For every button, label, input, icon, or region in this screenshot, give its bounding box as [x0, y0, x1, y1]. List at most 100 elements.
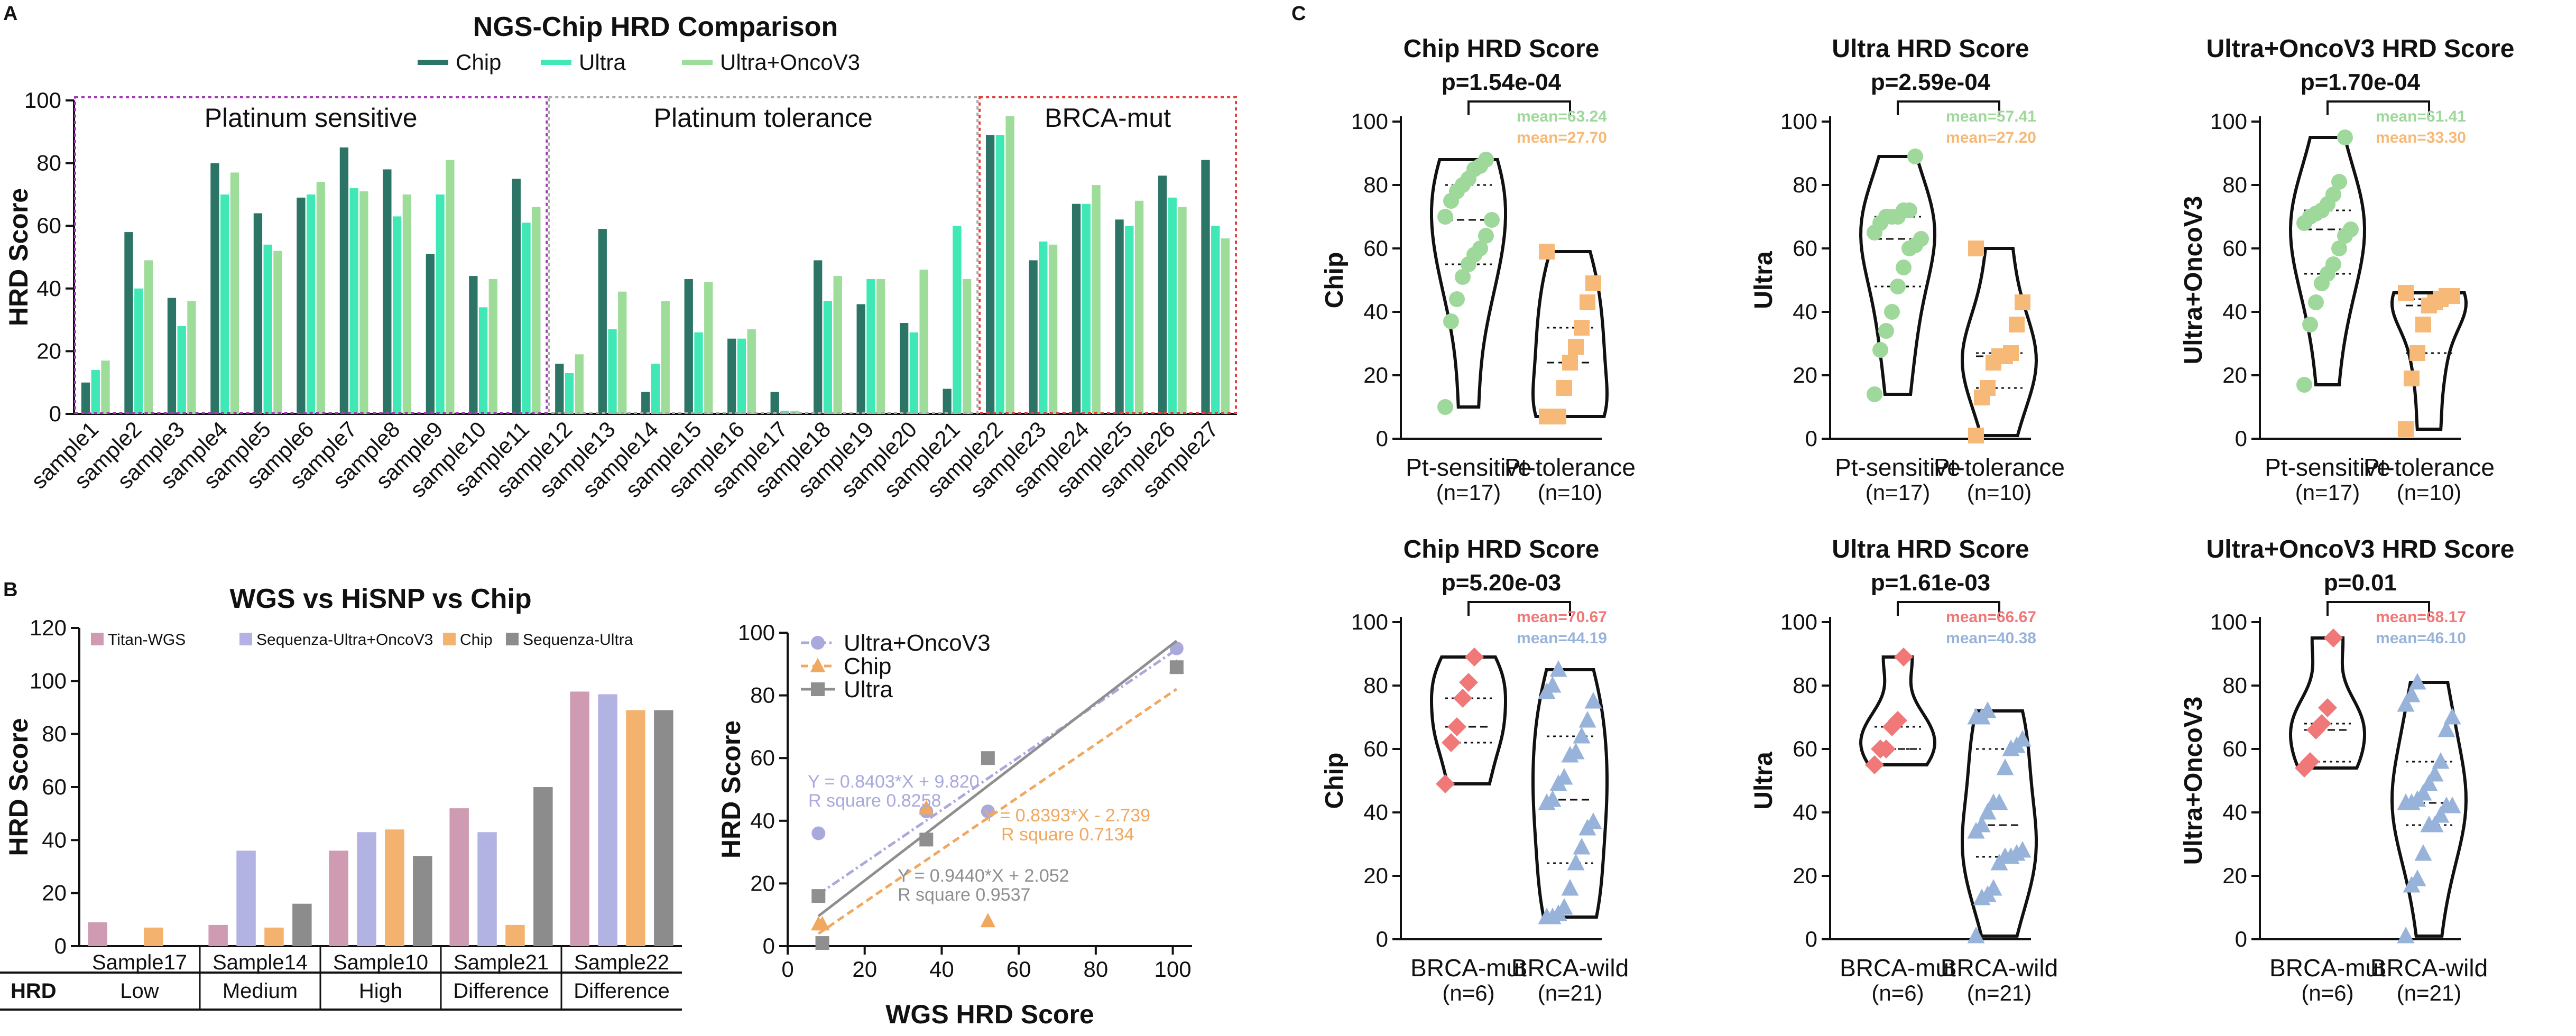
- violin-point: [1888, 711, 1907, 730]
- group-mean-label: mean=27.70: [1517, 129, 1607, 146]
- group-box-a: [74, 96, 548, 414]
- violin-point: [1556, 380, 1572, 396]
- violin-point: [1584, 692, 1602, 709]
- y-tick-label-a: 100: [24, 88, 61, 113]
- violin-point: [1980, 380, 1996, 396]
- legend-marker-s: [810, 658, 826, 672]
- bar-a: [349, 188, 358, 414]
- bar-a: [177, 326, 186, 414]
- violin-y-tick-label: 60: [1793, 736, 1817, 761]
- hrd-class-label: Low: [120, 979, 159, 1003]
- violin-category-label: BRCA-wild: [1941, 954, 2058, 982]
- violin-point: [2331, 174, 2347, 190]
- violin-y-tick-label: 60: [2222, 236, 2247, 261]
- bar-a: [651, 364, 660, 414]
- violin-point: [1453, 689, 1472, 708]
- violin-point: [1449, 291, 1465, 307]
- y-tick-label-s: 100: [738, 620, 775, 645]
- violin-y-tick-label: 100: [2210, 609, 2247, 634]
- violin-title: Ultra+OncoV3 HRD Score: [2206, 35, 2515, 63]
- y-tick-label-s: 60: [750, 745, 775, 770]
- y-tick-label-s: 0: [763, 933, 775, 958]
- violin-count-label: (n=21): [2397, 980, 2462, 1005]
- bar-a: [1211, 226, 1220, 414]
- violin-point: [1568, 339, 1584, 355]
- bar-a: [392, 216, 402, 414]
- legend-label-a: Ultra: [579, 50, 626, 75]
- violin-point: [2420, 774, 2438, 791]
- x-tick-label-b: Sample21: [454, 951, 549, 974]
- violin-y-label: Ultra: [1750, 251, 1778, 309]
- significance-bracket: [1467, 100, 1571, 115]
- legend-label-s: Ultra+OncoV3: [844, 630, 991, 656]
- bar-a: [770, 392, 779, 414]
- violin-point: [1996, 758, 2014, 775]
- significance-bracket: [2326, 100, 2430, 115]
- data-point-s: [980, 912, 996, 928]
- violin-point: [1968, 240, 1984, 256]
- violin-point: [2325, 256, 2341, 272]
- violin-y-tick-label: 40: [2222, 800, 2247, 825]
- bar-b: [264, 927, 284, 946]
- violin-point: [2318, 698, 2337, 717]
- violin-point: [1580, 294, 1595, 310]
- y-tick-label-b: 0: [54, 933, 67, 958]
- violin-y-tick-label: 80: [1363, 673, 1388, 698]
- hrd-class-label: Medium: [223, 979, 298, 1003]
- legend-label-a: Chip: [456, 50, 501, 75]
- violin-point: [2324, 628, 2343, 648]
- x-tick-label-s: 40: [929, 957, 954, 982]
- violin-point: [1894, 648, 1913, 667]
- violin-count-label: (n=10): [1967, 480, 2032, 505]
- bar-a: [780, 411, 789, 414]
- violin-outline: [1531, 668, 1609, 919]
- y-axis-label-s: HRD Score: [716, 720, 746, 858]
- bar-b: [329, 850, 348, 946]
- bar-b: [505, 924, 525, 946]
- bar-b: [144, 927, 163, 946]
- violin-point: [1555, 768, 1573, 785]
- violin-count-label: (n=6): [1871, 980, 1924, 1005]
- bar-a: [684, 279, 693, 414]
- violin-point: [1990, 793, 2008, 810]
- violin-category-label: BRCA-wild: [1511, 954, 1629, 982]
- fit-line-s: [817, 640, 1178, 918]
- bar-a: [900, 323, 909, 414]
- violin-point: [1877, 739, 1896, 758]
- violin-point: [1901, 202, 1917, 218]
- bar-b: [385, 829, 404, 946]
- violin-category-label: Pt-tolerance: [1934, 454, 2065, 481]
- violin-outline: [1531, 250, 1609, 418]
- violin-count-label: (n=6): [2301, 980, 2353, 1005]
- x-tick-label-s: 60: [1007, 957, 1031, 982]
- violin-point: [1979, 803, 1997, 820]
- violin-category-label: Pt-sensitive: [1406, 454, 1531, 481]
- fit-line-s: [817, 648, 1178, 895]
- violin-category-label: BRCA-mut: [1840, 954, 1956, 982]
- fit-r2-s: R square 0.8258: [808, 791, 941, 811]
- violin-point: [1437, 399, 1453, 415]
- violin-point: [2443, 708, 2461, 725]
- data-point-s: [811, 826, 826, 840]
- violin-outline: [2390, 681, 2468, 938]
- y-tick-label-b: 20: [42, 881, 67, 905]
- bar-a: [187, 301, 196, 414]
- bar-a: [436, 194, 445, 414]
- y-tick-label-b: 80: [42, 722, 67, 746]
- group-label-a: BRCA-mut: [1045, 103, 1171, 133]
- bar-a: [919, 270, 928, 414]
- violin-point: [1584, 812, 1602, 829]
- fit-equation-s: Y = 0.8403*X + 9.820: [808, 772, 980, 792]
- violin-count-label: (n=17): [2295, 480, 2360, 505]
- group-label-a: Platinum tolerance: [654, 103, 873, 133]
- violin-point: [1544, 676, 1562, 693]
- group-mean-label: mean=46.10: [2376, 630, 2466, 647]
- violin-count-label: (n=6): [1442, 980, 1494, 1005]
- violin-y-tick-label: 40: [1793, 299, 1817, 324]
- legend-label-b: Chip: [460, 631, 493, 649]
- violin-point: [1574, 320, 1590, 336]
- violin-point: [2331, 240, 2347, 256]
- group-box-a: [548, 96, 979, 414]
- violin-category-label: BRCA-mut: [2269, 954, 2386, 982]
- group-mean-label: mean=70.67: [1517, 608, 1607, 626]
